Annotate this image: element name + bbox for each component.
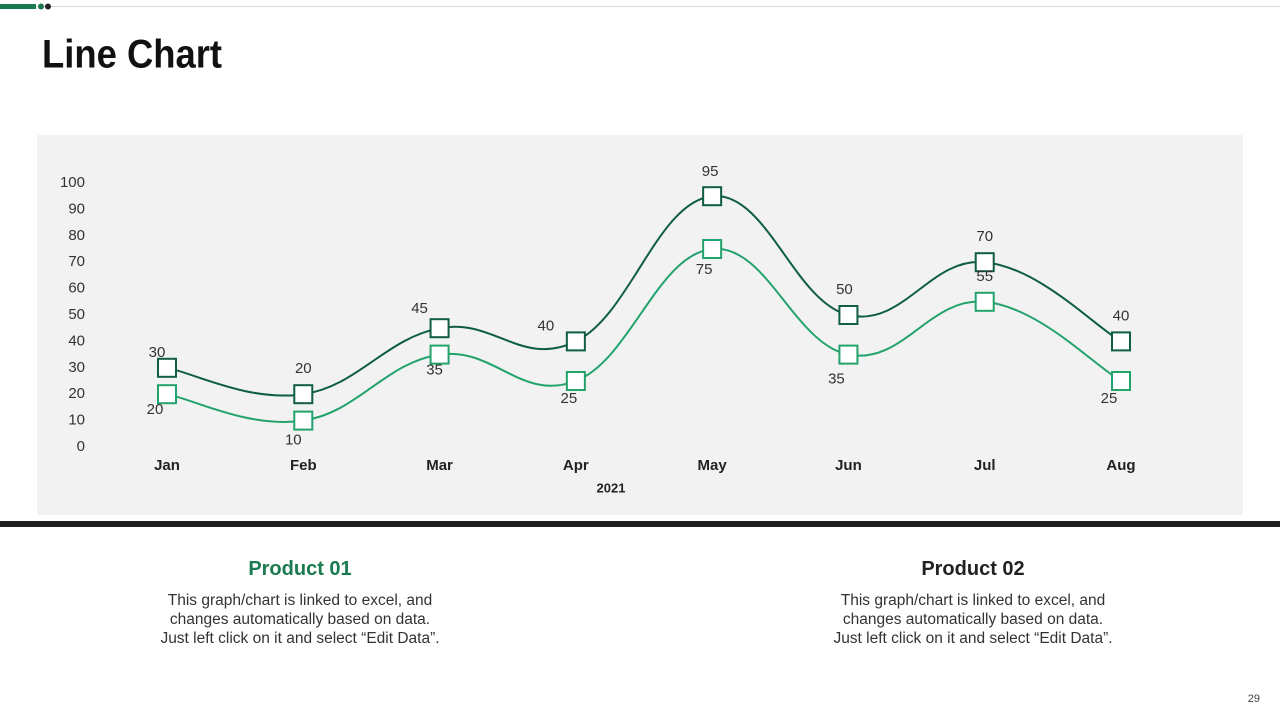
data-label: 70 xyxy=(976,228,993,245)
data-marker xyxy=(1111,331,1131,352)
product-panel: Product 02 This graph/chart is linked to … xyxy=(803,558,1143,648)
panel-line: Just left click on it and select “Edit D… xyxy=(160,630,440,647)
product-panel: Product 01 This graph/chart is linked to … xyxy=(130,558,470,648)
panel-line: changes automatically based on data. xyxy=(169,611,431,628)
y-tick-label: 50 xyxy=(68,306,85,323)
data-marker xyxy=(702,239,723,259)
panel-text: This graph/chart is linked to excel, and… xyxy=(130,591,470,648)
panel-line: changes automatically based on data. xyxy=(842,611,1104,628)
divider xyxy=(0,521,1280,527)
x-tick-label: Feb xyxy=(290,457,317,474)
data-marker xyxy=(293,410,314,431)
page-number: 29 xyxy=(1247,693,1260,705)
data-label: 50 xyxy=(836,281,853,298)
data-marker xyxy=(974,252,995,273)
data-label: 40 xyxy=(1113,307,1130,324)
data-marker xyxy=(429,344,450,365)
y-tick-label: 100 xyxy=(60,174,85,191)
x-tick-label: May xyxy=(698,457,728,474)
data-marker xyxy=(565,371,586,391)
y-tick-label: 80 xyxy=(68,227,85,244)
data-label: 25 xyxy=(1101,390,1118,407)
data-marker xyxy=(702,186,723,207)
x-tick-label: Aug xyxy=(1106,457,1135,474)
data-label: 35 xyxy=(828,371,845,388)
series-line xyxy=(166,195,1122,397)
panel-line: This graph/chart is linked to excel, and xyxy=(167,592,433,609)
data-marker xyxy=(1111,371,1131,391)
data-label: 30 xyxy=(149,344,166,361)
data-marker xyxy=(838,344,859,365)
data-marker xyxy=(838,305,859,325)
series-line xyxy=(166,247,1122,423)
x-tick-label: Jan xyxy=(154,457,180,474)
x-axis-label: 2021 xyxy=(597,480,626,495)
data-label: 40 xyxy=(538,317,555,334)
data-label: 45 xyxy=(411,300,428,317)
top-accent xyxy=(0,4,36,9)
panel-title: Product 02 xyxy=(921,558,1025,580)
data-label: 55 xyxy=(976,268,993,285)
y-tick-label: 30 xyxy=(68,359,85,376)
top-dot xyxy=(38,3,44,10)
data-label: 95 xyxy=(702,163,719,180)
data-marker xyxy=(157,357,177,378)
y-tick-label: 90 xyxy=(68,200,85,217)
x-tick-label: Apr xyxy=(563,457,589,474)
data-label: 20 xyxy=(295,360,312,377)
y-tick-label: 20 xyxy=(68,385,85,402)
data-marker xyxy=(157,384,177,405)
data-label: 10 xyxy=(285,432,302,449)
chart-area xyxy=(37,135,1243,515)
x-tick-label: Jun xyxy=(835,457,862,474)
data-marker xyxy=(293,384,314,405)
data-label: 35 xyxy=(426,362,443,379)
data-label: 75 xyxy=(696,261,713,278)
top-dot xyxy=(45,3,51,10)
line-chart: 0 10 20 30 40 50 60 70 80 90 100 Jan Feb Mar Apr May Jun… xyxy=(60,163,1136,495)
data-label: 20 xyxy=(147,401,164,418)
slide-canvas: Line Chart 0 10 20 30 40 50 60 70 80 90 100 Jan Feb M… xyxy=(0,3,1280,527)
data-marker xyxy=(429,318,450,339)
panel-title: Product 01 xyxy=(248,558,352,580)
panel-text: This graph/chart is linked to excel, and… xyxy=(803,591,1143,648)
panel-line: Just left click on it and select “Edit D… xyxy=(833,630,1113,647)
x-tick-label: Jul xyxy=(974,457,996,474)
data-marker xyxy=(565,331,586,352)
slide-title: Line Chart xyxy=(42,33,222,77)
data-marker xyxy=(974,291,995,312)
data-label: 25 xyxy=(561,390,578,407)
y-tick-label: 0 xyxy=(77,438,85,455)
panel-line: This graph/chart is linked to excel, and xyxy=(840,592,1106,609)
y-tick-label: 60 xyxy=(68,280,85,297)
x-tick-label: Mar xyxy=(426,457,453,474)
y-tick-label: 40 xyxy=(68,332,85,349)
y-tick-label: 70 xyxy=(68,253,85,270)
y-tick-label: 10 xyxy=(68,412,85,429)
